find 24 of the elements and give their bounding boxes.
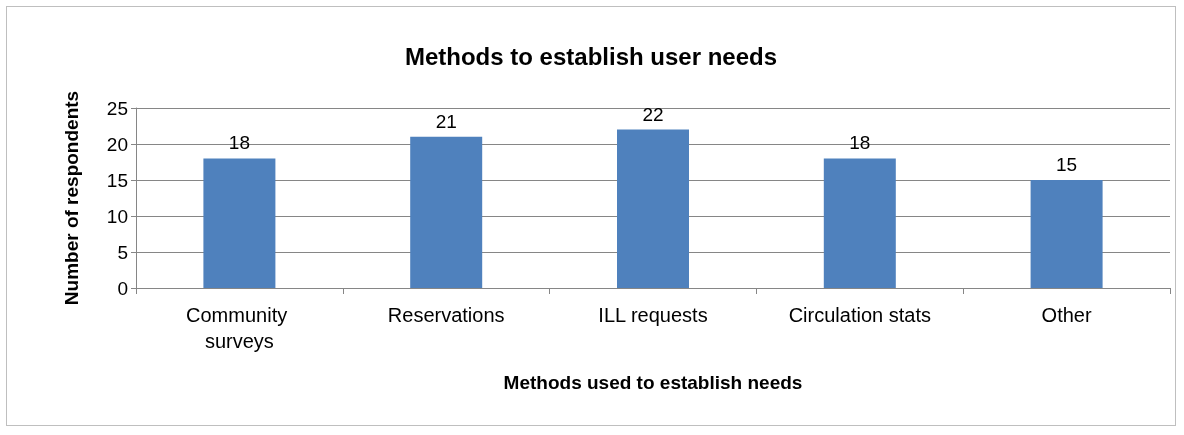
x-tick-label: ILL requests: [598, 304, 708, 326]
data-label: 15: [1056, 154, 1078, 175]
data-label: 21: [435, 110, 457, 132]
x-tick-label: Reservations: [387, 304, 505, 326]
data-label: 22: [642, 103, 664, 125]
y-tick-label: 25: [106, 97, 128, 119]
x-tick-label: Other: [1041, 304, 1092, 326]
data-label: 18: [228, 132, 250, 154]
y-tick-label: 0: [117, 277, 128, 299]
bar: [410, 136, 483, 288]
data-label: 18: [849, 132, 871, 154]
chart-title: Methods to establish user needs: [404, 42, 778, 70]
x-tick-label: Circulation stats: [788, 304, 931, 326]
y-tick-label: 15: [106, 169, 128, 191]
y-axis-title: Number of respondents: [61, 90, 82, 306]
y-tick-label: 5: [117, 241, 128, 263]
bar: [823, 158, 896, 288]
x-tick-label: Community surveys: [186, 304, 293, 352]
x-axis-title: Methods used to establish needs: [503, 372, 803, 393]
bar: [1030, 180, 1103, 288]
y-tick-label: 20: [106, 133, 128, 155]
bar: [617, 129, 689, 288]
y-tick-label: 10: [106, 205, 128, 227]
bar: [203, 158, 276, 288]
